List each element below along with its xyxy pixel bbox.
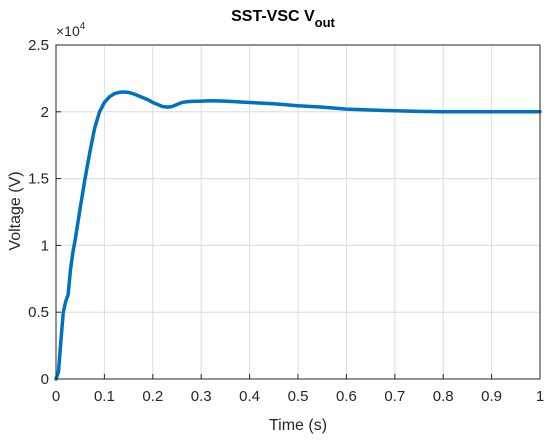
y-multiplier-base: ×10 [56, 23, 80, 39]
x-tick-label: 0.8 [433, 388, 454, 405]
x-tick-label: 0.2 [142, 388, 163, 405]
y-tick-label: 0 [41, 371, 49, 388]
x-ticks: 0 0.1 0.2 0.3 0.4 0.5 0.6 0.7 0.8 0.9 1 [52, 374, 544, 405]
x-tick-label: 0.7 [384, 388, 405, 405]
x-tick-label: 1 [536, 388, 544, 405]
x-tick-label: 0 [52, 388, 60, 405]
series-line-vout [54, 90, 542, 381]
grid-layer [56, 45, 540, 379]
chart-title: SST-VSC Vout [231, 8, 335, 30]
x-axis-label: Time (s) [269, 417, 327, 434]
x-tick-label: 0.3 [191, 388, 212, 405]
y-axis-label: Voltage (V) [7, 171, 24, 250]
y-axis-multiplier: ×104 [56, 21, 86, 39]
y-multiplier-exponent: 4 [80, 21, 86, 32]
y-tick-label: 1 [41, 237, 49, 254]
x-tick-label: 0.1 [94, 388, 115, 405]
x-tick-label: 0.4 [239, 388, 260, 405]
x-tick-label: 0.9 [481, 388, 502, 405]
x-tick-label: 0.5 [288, 388, 309, 405]
y-tick-label: 2 [41, 104, 49, 121]
y-ticks: 0 0.5 1 1.5 2 2.5 [28, 37, 61, 388]
chart-title-main: SST-VSC V [231, 8, 315, 25]
x-tick-label: 0.6 [336, 388, 357, 405]
y-tick-label: 0.5 [28, 304, 49, 321]
chart-title-subscript: out [315, 15, 336, 30]
y-tick-label: 1.5 [28, 171, 49, 188]
y-tick-label: 2.5 [28, 37, 49, 54]
